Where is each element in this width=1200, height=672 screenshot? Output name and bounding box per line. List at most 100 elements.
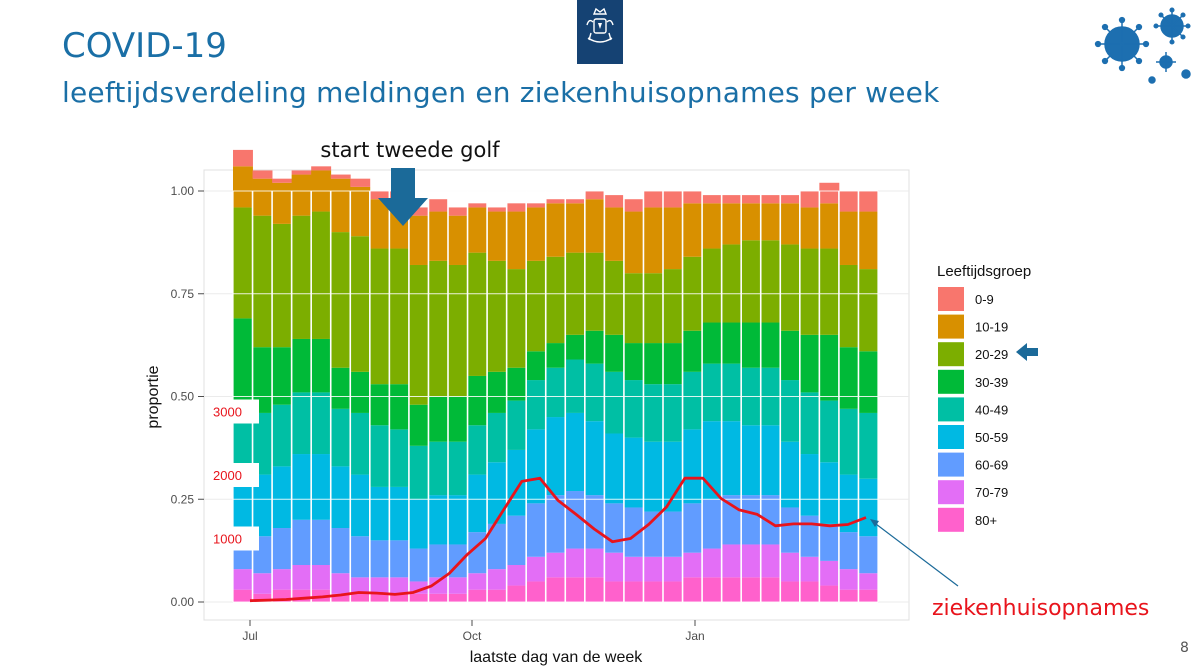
bar-segment [428, 211, 449, 261]
bar-segment [272, 569, 293, 590]
bar-segment [623, 199, 644, 212]
bar-segment [858, 412, 879, 479]
bar-segment [760, 425, 781, 496]
hospital-axis-label: 2000 [213, 468, 242, 483]
bar-segment [252, 412, 273, 475]
bar-segment [389, 577, 410, 594]
second-wave-label: start tweede golf [320, 138, 500, 162]
hospital-axis-label-box [207, 526, 259, 551]
bar-segment [350, 236, 371, 372]
bar-segment [643, 556, 664, 582]
hospital-axis-label-box [207, 399, 259, 424]
legend-label: 80+ [975, 513, 997, 528]
bar-segment [487, 260, 508, 372]
bar-segment [741, 425, 762, 496]
legend-swatch [938, 369, 964, 394]
bar-segment [584, 421, 605, 496]
bar-segment [487, 211, 508, 261]
bar-segment [819, 400, 840, 463]
bar-segment [663, 191, 683, 208]
bar-segment [780, 507, 801, 553]
bar-segment [721, 244, 742, 323]
bar-segment [330, 573, 351, 594]
bar-segment [252, 215, 273, 348]
bar-segment [526, 260, 547, 352]
bar-segment [487, 371, 508, 413]
bar-segment [389, 429, 410, 487]
bar-segment [760, 322, 781, 368]
legend-title: Leeftijdsgroep [937, 263, 1031, 280]
bar-segment [487, 569, 508, 590]
bar-segment [252, 170, 273, 179]
bar-segment [799, 334, 820, 393]
bar-segment [643, 441, 664, 512]
bar-segment [838, 264, 859, 348]
bar-segment [721, 322, 742, 364]
bar-segment [819, 334, 840, 401]
legend-label: 10-19 [975, 320, 1008, 335]
y-tick-label: 0.00 [171, 595, 195, 609]
bar-segment [545, 577, 566, 602]
axis-layer: 0.00 0.25 0.50 0.75 1.00 Jul Oct Jan [171, 184, 705, 643]
bar-segment [760, 240, 781, 323]
bar-segment [526, 581, 547, 602]
bar-segment [838, 589, 859, 602]
bar-segment [233, 149, 253, 167]
bar-segment [467, 203, 488, 208]
bar-segment [369, 191, 390, 200]
bar-segment [741, 495, 762, 545]
bar-segment [506, 269, 527, 368]
bar-segment [526, 203, 547, 208]
bar-segment [604, 433, 625, 504]
bar-segment [838, 532, 859, 570]
bar-segment [604, 195, 625, 208]
bar-segment [721, 195, 742, 204]
bar-segment [330, 178, 351, 233]
bar-segment [233, 207, 253, 319]
bar-segment [448, 441, 468, 496]
bar-segment [682, 371, 703, 430]
virus-icon [1094, 7, 1191, 84]
bar-segment [428, 544, 449, 578]
bar-segment [623, 273, 644, 344]
y-tick-label: 1.00 [171, 184, 195, 198]
overlay-axis-layer: 3000 2000 1000 [207, 399, 259, 551]
bar-segment [858, 191, 879, 212]
bar-segment [330, 174, 351, 179]
bar-segment [584, 495, 605, 549]
bar-segment [682, 203, 703, 257]
x-tick-label: Jan [685, 629, 704, 643]
bar-segment [799, 454, 820, 516]
bar-segment [369, 248, 390, 385]
bar-segment [682, 552, 703, 578]
second-wave-arrow-icon [378, 168, 428, 226]
bar-segment [682, 191, 703, 204]
bar-segment [858, 573, 879, 590]
bar-segment [526, 207, 547, 261]
bar-segment [741, 322, 762, 368]
bar-segment [233, 318, 253, 413]
bar-segment [623, 437, 644, 508]
bar-segment [369, 384, 390, 426]
bar-segment [819, 585, 840, 602]
bar-segment [721, 363, 742, 422]
bar-segment [584, 252, 605, 331]
bar-segment [721, 544, 742, 578]
bar-segment [311, 454, 332, 520]
bar-segment [623, 581, 644, 602]
bar-segment [389, 248, 410, 385]
bar-segment [799, 392, 820, 455]
bar-segment [311, 565, 332, 590]
bar-segment [565, 548, 586, 578]
bar-segment [311, 166, 332, 171]
bar-segment [467, 589, 488, 602]
bar-segment [819, 560, 840, 586]
bar-segment [487, 207, 508, 212]
bar-segment [467, 207, 488, 253]
bar-segment [604, 581, 625, 602]
bar-segment [428, 396, 449, 442]
bar-segment [702, 195, 723, 204]
bar-segment [467, 425, 488, 475]
bar-segment [741, 577, 762, 602]
